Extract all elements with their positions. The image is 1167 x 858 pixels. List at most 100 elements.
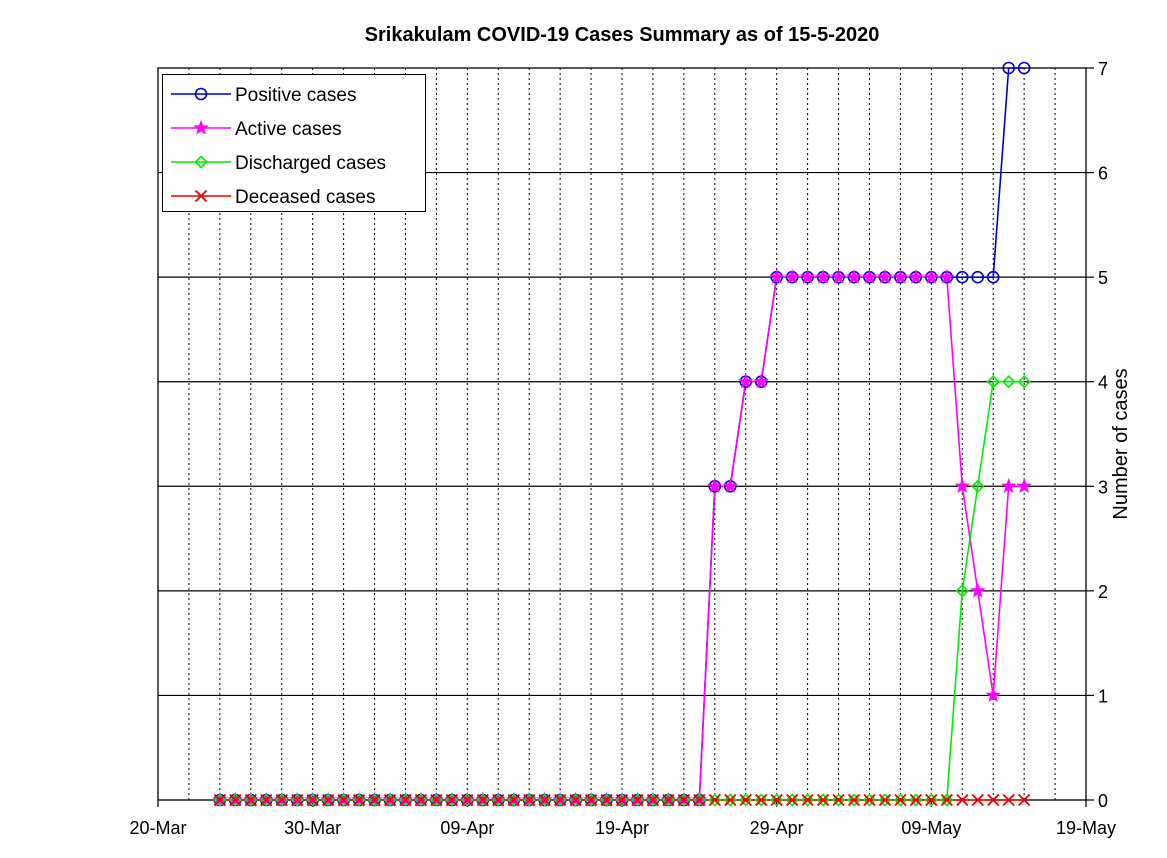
data-point [229, 793, 242, 807]
data-point [646, 793, 660, 807]
legend-label-deceased: Deceased cases [235, 187, 376, 208]
y-tick-label: 0 [1098, 791, 1108, 811]
legend-swatch-discharged [171, 155, 231, 169]
data-point [568, 793, 583, 807]
legend: Positive cases Active cases Discharged c… [162, 74, 426, 212]
data-point [538, 793, 552, 807]
data-point [600, 793, 613, 807]
data-point [739, 793, 752, 807]
data-point [291, 793, 304, 807]
data-point [553, 793, 567, 807]
legend-item-active: Active cases [163, 111, 425, 145]
data-point [244, 793, 257, 807]
chart-title: Srikakulam COVID-19 Cases Summary as of … [364, 24, 880, 46]
data-point [816, 793, 830, 807]
data-point [923, 268, 940, 284]
data-point [723, 793, 737, 807]
data-point [924, 793, 938, 807]
data-point [445, 793, 459, 807]
data-point [677, 793, 691, 807]
data-point [476, 793, 490, 807]
data-point [1002, 61, 1015, 75]
data-point [662, 793, 675, 807]
data-point [337, 793, 350, 807]
data-point [986, 375, 1000, 389]
data-point [507, 793, 520, 807]
data-point [491, 793, 505, 807]
data-point [987, 793, 1000, 807]
data-point [599, 793, 614, 807]
legend-swatch-marker [194, 189, 208, 203]
y-tick-label: 3 [1098, 477, 1108, 497]
data-point [956, 793, 969, 807]
data-point [940, 793, 954, 807]
legend-swatch-active [171, 119, 231, 135]
data-point [722, 478, 739, 493]
y-tick-label: 6 [1098, 164, 1108, 184]
data-point [693, 793, 706, 807]
data-point [290, 793, 304, 807]
y-tick-label: 7 [1098, 59, 1108, 79]
x-tick-label: 30-Mar [284, 818, 341, 838]
data-point [939, 268, 955, 284]
data-point [955, 584, 969, 598]
y-axis-label: Number of cases [1110, 368, 1132, 520]
data-point [971, 479, 985, 493]
data-point [708, 793, 722, 807]
legend-label-positive: Positive cases [235, 85, 357, 106]
data-point [522, 793, 536, 807]
data-point [878, 793, 892, 807]
data-point [399, 793, 412, 807]
data-point [1016, 478, 1032, 493]
legend-item-deceased: Deceased cases [163, 179, 425, 213]
y-tick-label: 2 [1098, 582, 1108, 602]
data-point [878, 793, 892, 807]
data-point [367, 793, 382, 807]
data-point [677, 793, 691, 807]
data-point [830, 268, 847, 284]
data-point [553, 793, 567, 807]
x-tick-label: 09-Apr [440, 818, 494, 838]
data-point [213, 793, 227, 807]
data-point [971, 270, 985, 284]
data-point [213, 793, 227, 807]
data-point [368, 793, 381, 807]
legend-swatch-positive [171, 87, 231, 101]
data-point [414, 793, 428, 807]
data-point [476, 793, 489, 807]
data-point [908, 268, 924, 284]
series-markers-2 [213, 375, 1031, 807]
data-point [1002, 793, 1015, 807]
data-point [523, 793, 536, 807]
data-point [352, 793, 366, 807]
data-point [445, 793, 459, 807]
data-point [584, 793, 598, 807]
data-point [971, 793, 984, 807]
data-point [893, 793, 908, 807]
data-point [832, 793, 845, 807]
data-point [940, 793, 953, 807]
data-point [275, 793, 289, 807]
y-axis-ticks: 0 1 2 3 4 5 6 7 [1086, 59, 1108, 811]
y-tick-label: 5 [1098, 268, 1108, 288]
data-point [954, 478, 971, 493]
legend-label-active: Active cases [235, 119, 342, 140]
series-markers-3 [213, 793, 1031, 807]
data-point [847, 793, 861, 807]
data-point [336, 793, 351, 807]
data-point [275, 793, 288, 807]
data-point [584, 793, 598, 807]
data-point [383, 793, 397, 807]
data-point [646, 793, 660, 807]
data-point [969, 582, 986, 598]
data-point [306, 793, 320, 807]
x-tick-label: 19-May [1056, 818, 1116, 838]
data-point [801, 793, 814, 807]
data-point [1017, 375, 1031, 389]
data-point [492, 793, 505, 807]
data-point [861, 268, 878, 284]
data-point [352, 793, 366, 807]
x-tick-label: 29-Apr [750, 818, 804, 838]
data-point [816, 793, 830, 807]
